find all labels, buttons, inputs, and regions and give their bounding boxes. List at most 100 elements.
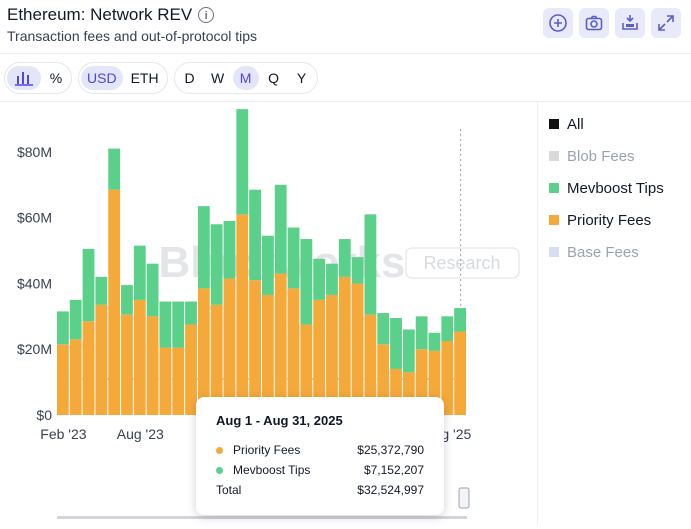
bar-mevboost-tips[interactable] [351,257,364,284]
bar-priority-fees[interactable] [133,299,146,415]
legend-item-blob-fees[interactable]: Blob Fees [549,140,689,172]
bar-priority-fees[interactable] [185,324,197,415]
bar-mevboost-tips[interactable] [236,109,249,215]
bar-mevboost-tips[interactable] [338,239,351,277]
legend-item-all[interactable]: All [549,108,689,140]
tooltip-row-total: Total $32,524,997 [216,480,424,500]
bar-priority-fees[interactable] [428,350,441,415]
legend-item-mevboost-tips[interactable]: Mevboost Tips [549,172,689,204]
add-button[interactable] [543,8,573,38]
bar-mevboost-tips[interactable] [415,316,428,350]
bar-priority-fees[interactable] [274,273,287,415]
bar-priority-fees[interactable] [390,368,402,415]
bar-priority-fees[interactable] [377,344,390,415]
expand-button[interactable] [651,8,681,38]
bar-mevboost-tips[interactable] [172,301,185,348]
chart-area[interactable]: Blockworks Research $0$20M$40M$60M$80M F… [0,102,537,524]
bar-priority-fees[interactable] [95,304,108,415]
bar-priority-fees[interactable] [300,324,313,415]
bar-priority-fees[interactable] [82,321,95,415]
bar-mevboost-tips[interactable] [133,245,146,300]
range-slider-track[interactable] [57,516,467,519]
bar-mevboost-tips[interactable] [428,332,441,351]
legend-item-priority-fees[interactable]: Priority Fees [549,204,689,236]
bar-priority-fees[interactable] [69,339,82,415]
bar-mevboost-tips[interactable] [185,301,197,325]
bar-mevboost-tips[interactable] [210,224,223,305]
bar-mevboost-tips[interactable] [326,263,338,295]
download-button[interactable] [615,8,645,38]
stacked-bar-chart[interactable]: Blockworks Research $0$20M$40M$60M$80M F… [0,102,537,524]
bar-priority-fees[interactable] [262,294,274,415]
bar-chart-button[interactable] [7,66,41,90]
chart-actions [543,8,681,38]
bar-priority-fees[interactable] [326,294,338,415]
bar-priority-fees[interactable] [159,347,172,415]
bar-mevboost-tips[interactable] [274,184,287,274]
bar-mevboost-tips[interactable] [69,299,82,340]
tooltip-dot [216,446,223,454]
bar-mevboost-tips[interactable] [159,301,172,348]
bar-mevboost-tips[interactable] [249,189,261,281]
bar-mevboost-tips[interactable] [287,227,300,289]
bar-mevboost-tips[interactable] [82,248,95,322]
percent-button[interactable]: % [43,66,69,90]
currency-usd[interactable]: USD [81,66,123,90]
bar-priority-fees[interactable] [197,288,210,415]
legend-divider [537,102,538,524]
currency-eth[interactable]: ETH [130,70,159,86]
bar-mevboost-tips[interactable] [108,148,121,190]
header-divider [0,53,691,54]
interval-week[interactable]: W [210,70,225,86]
bar-chart-icon [15,72,33,86]
plus-circle-icon [549,14,567,32]
bar-mevboost-tips[interactable] [454,308,466,332]
bar-mevboost-tips[interactable] [390,317,402,369]
bar-priority-fees[interactable] [210,304,223,415]
legend-label: Mevboost Tips [567,179,664,197]
bar-priority-fees[interactable] [223,278,236,415]
bar-priority-fees[interactable] [441,341,454,415]
info-icon[interactable]: i [198,7,215,23]
bar-priority-fees[interactable] [351,283,364,415]
bar-priority-fees[interactable] [57,344,69,415]
bar-priority-fees[interactable] [236,214,249,415]
bar-priority-fees[interactable] [338,276,351,415]
bar-priority-fees[interactable] [108,189,121,415]
bar-mevboost-tips[interactable] [197,206,210,289]
bar-mevboost-tips[interactable] [223,220,236,279]
bar-mevboost-tips[interactable] [300,239,313,325]
x-axis: Feb '23 Aug '23 Aug '25 [40,426,472,519]
interval-day[interactable]: D [184,70,195,86]
interval-quarter[interactable]: Q [268,70,279,86]
bar-mevboost-tips[interactable] [146,263,159,317]
bar-mevboost-tips[interactable] [441,316,454,341]
legend-swatch [549,119,559,129]
bar-mevboost-tips[interactable] [313,258,326,300]
percent-icon: % [49,70,63,86]
range-slider-handle[interactable] [458,487,470,509]
legend-swatch [549,183,559,193]
bar-mevboost-tips[interactable] [377,313,390,345]
bar-priority-fees[interactable] [364,314,377,415]
bar-mevboost-tips[interactable] [364,214,377,315]
bar-priority-fees[interactable] [172,347,185,415]
bar-mevboost-tips[interactable] [121,285,133,315]
bar-priority-fees[interactable] [249,280,261,415]
interval-month[interactable]: M [232,66,259,90]
bar-priority-fees[interactable] [313,299,326,415]
bar-mevboost-tips[interactable] [262,235,274,295]
legend-item-base-fees[interactable]: Base Fees [549,236,689,268]
bar-priority-fees[interactable] [287,288,300,415]
bar-mevboost-tips[interactable] [57,311,69,345]
bar-priority-fees[interactable] [454,331,466,415]
bar-priority-fees[interactable] [402,372,415,415]
screenshot-button[interactable] [579,8,609,38]
bar-mevboost-tips[interactable] [402,329,415,373]
interval-year[interactable]: Y [296,70,307,86]
bar-priority-fees[interactable] [146,316,159,415]
bar-mevboost-tips[interactable] [95,276,108,305]
bar-priority-fees[interactable] [121,314,133,415]
bar-priority-fees[interactable] [415,349,428,415]
x-tick-label: Aug '23 [117,426,164,442]
